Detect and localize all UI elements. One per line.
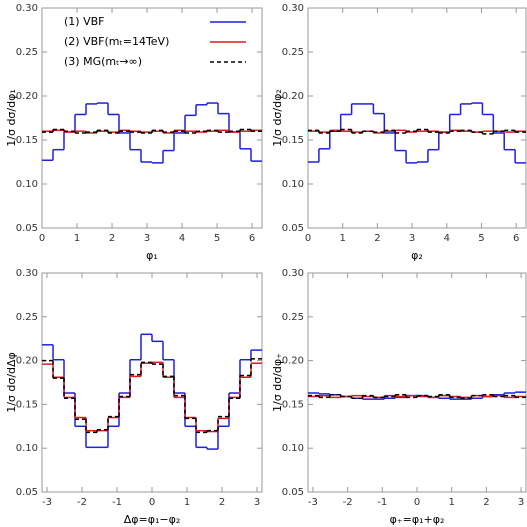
y-tick-label: 0.05 (16, 487, 38, 498)
y-tick-label: 0.25 (282, 47, 304, 58)
x-tick-label: 0 (414, 497, 420, 508)
plot-frame (41, 7, 263, 229)
y-tick-label: 0.10 (282, 443, 304, 454)
y-axis-label: 1/σ dσ/dΔφ (5, 352, 18, 413)
y-tick-label: 0.15 (16, 135, 38, 146)
y-tick-label: 0.05 (282, 487, 304, 498)
legend-label: (3) MG(mₜ→∞) (64, 55, 142, 68)
x-tick-label: 1 (340, 233, 346, 244)
x-tick-label: -1 (112, 497, 122, 508)
x-tick-label: 6 (513, 233, 519, 244)
y-tick-label: 0.25 (16, 312, 38, 323)
x-tick-label: 1 (449, 497, 455, 508)
y-tick-label: 0.15 (282, 399, 304, 410)
y-tick-label: 0.20 (282, 91, 304, 102)
x-tick-label: 5 (214, 233, 220, 244)
y-tick-label: 0.15 (16, 399, 38, 410)
y-tick-label: 0.30 (16, 3, 38, 14)
x-tick-label: 6 (249, 233, 255, 244)
plot-frame (307, 272, 527, 493)
y-tick-label: 0.15 (282, 135, 304, 146)
x-tick-label: -3 (42, 497, 52, 508)
y-axis-label: 1/σ dσ/dφ₊ (271, 353, 284, 412)
x-tick-label: 2 (374, 233, 380, 244)
x-tick-label: 3 (409, 233, 415, 244)
y-tick-label: 0.10 (282, 179, 304, 190)
y-tick-label: 0.30 (16, 268, 38, 279)
x-tick-label: 4 (444, 233, 450, 244)
y-axis-label: 1/σ dσ/dφ₁ (5, 89, 18, 146)
x-axis-label: φ₁ (146, 249, 158, 262)
y-tick-label: 0.20 (16, 356, 38, 367)
x-tick-label: 0 (305, 233, 311, 244)
x-tick-label: 0 (39, 233, 45, 244)
x-axis-label: φ₊=φ₁+φ₂ (390, 513, 445, 526)
x-tick-label: 1 (74, 233, 80, 244)
x-tick-label: -1 (377, 497, 387, 508)
y-tick-label: 0.30 (282, 3, 304, 14)
x-tick-label: 4 (179, 233, 185, 244)
x-tick-label: 1 (184, 497, 190, 508)
plot-frame (307, 7, 527, 229)
x-tick-label: 0 (149, 497, 155, 508)
x-tick-label: -3 (308, 497, 318, 508)
y-tick-label: 0.25 (282, 312, 304, 323)
x-tick-label: 2 (483, 497, 489, 508)
y-tick-label: 0.05 (16, 223, 38, 234)
y-tick-label: 0.20 (16, 91, 38, 102)
y-tick-label: 0.20 (282, 356, 304, 367)
legend-label: (1) VBF (64, 15, 104, 28)
y-tick-label: 0.10 (16, 443, 38, 454)
x-axis-label: φ₂ (411, 249, 423, 262)
x-tick-label: 2 (109, 233, 115, 244)
legend-label: (2) VBF(mₜ=14TeV) (64, 35, 169, 48)
plot-frame (41, 272, 263, 493)
x-tick-label: -2 (77, 497, 87, 508)
x-tick-label: 3 (254, 497, 260, 508)
y-tick-label: 0.30 (282, 268, 304, 279)
y-axis-label: 1/σ dσ/dφ₂ (271, 89, 284, 146)
x-tick-label: -2 (343, 497, 353, 508)
x-tick-label: 3 (518, 497, 524, 508)
x-tick-label: 2 (219, 497, 225, 508)
x-tick-label: 3 (144, 233, 150, 244)
y-tick-label: 0.25 (16, 47, 38, 58)
x-tick-label: 5 (478, 233, 484, 244)
y-tick-label: 0.10 (16, 179, 38, 190)
y-tick-label: 0.05 (282, 223, 304, 234)
x-axis-label: Δφ=φ₁−φ₂ (124, 513, 181, 526)
